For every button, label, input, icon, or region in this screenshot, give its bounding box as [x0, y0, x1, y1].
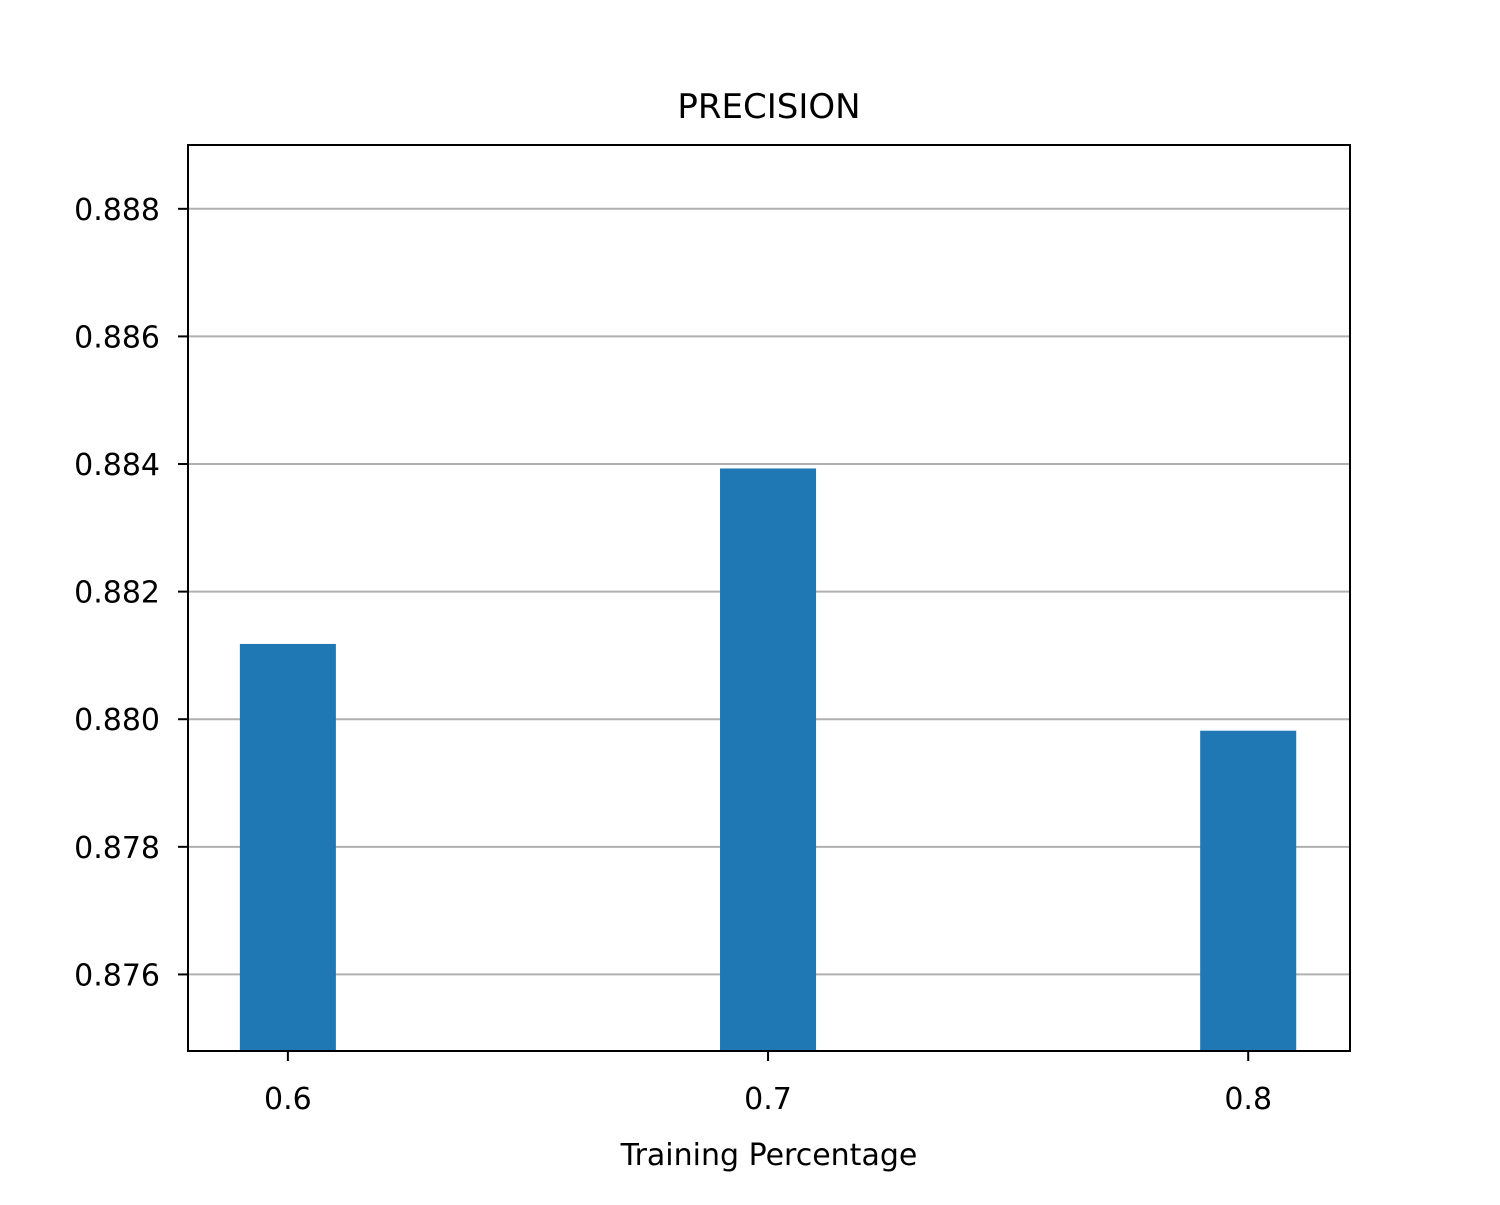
bar [1200, 730, 1297, 1051]
y-tick-label: 0.882 [74, 576, 160, 611]
y-tick-label: 0.878 [74, 831, 160, 866]
x-tick-label: 0.6 [264, 1082, 312, 1117]
x-axis-label: Training Percentage [620, 1138, 918, 1173]
x-tick-label: 0.8 [1224, 1082, 1272, 1117]
y-tick-label: 0.888 [74, 193, 160, 228]
bars [239, 468, 1297, 1051]
y-tick-label: 0.876 [74, 958, 160, 993]
x-tick-label: 0.7 [744, 1082, 792, 1117]
chart-title: PRECISION [677, 87, 860, 127]
y-tick-label: 0.886 [74, 320, 160, 355]
x-axis-ticks: 0.6 0.7 0.8 [264, 1051, 1272, 1117]
bar [239, 643, 336, 1051]
y-tick-label: 0.880 [74, 703, 160, 738]
y-tick-label: 0.884 [74, 448, 160, 483]
y-axis-ticks: 0.876 0.878 0.880 0.882 0.884 0.886 0.888 [74, 193, 188, 993]
bar [720, 468, 817, 1051]
